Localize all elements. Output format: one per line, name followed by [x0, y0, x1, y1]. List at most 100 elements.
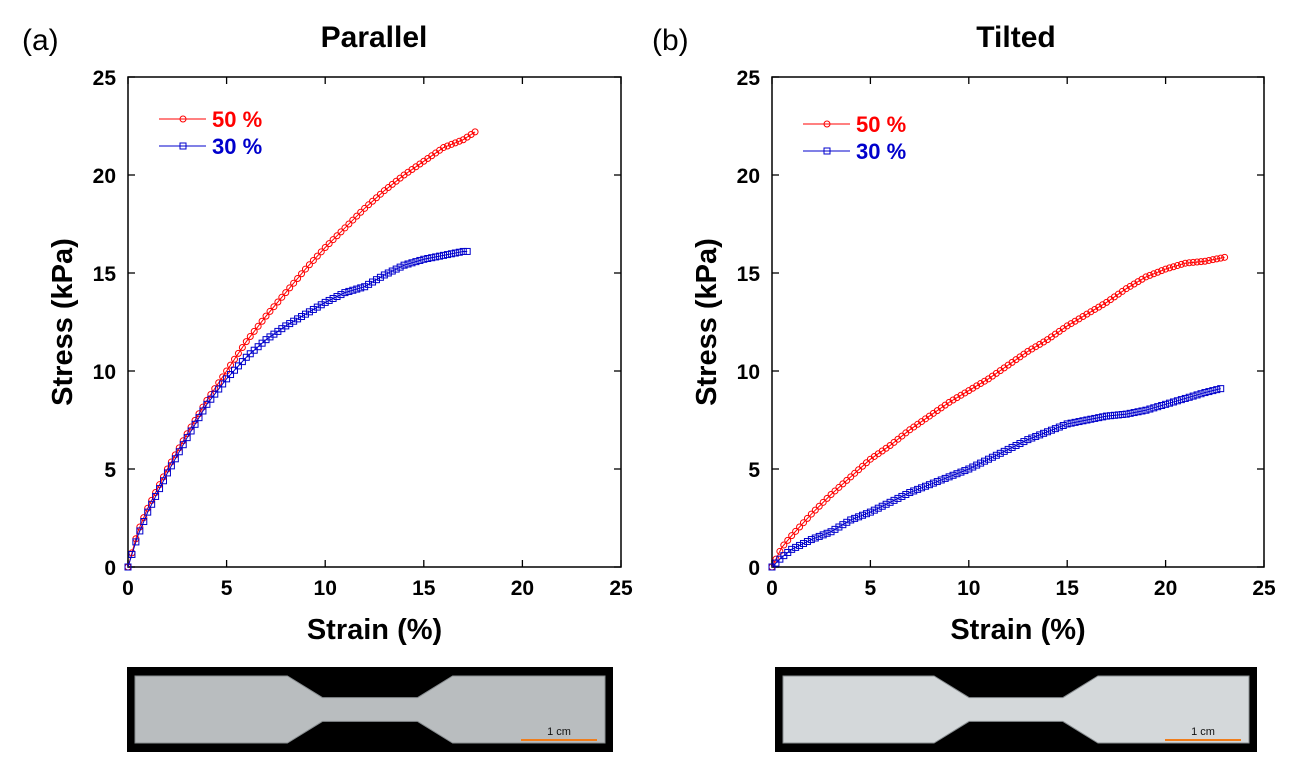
- series-line: [127, 131, 476, 568]
- data-point: [357, 284, 365, 292]
- data-point: [365, 280, 373, 288]
- data-point: [175, 448, 183, 456]
- data-point: [1024, 347, 1032, 355]
- data-point: [835, 483, 843, 491]
- data-point: [1201, 389, 1209, 397]
- data-point: [412, 258, 420, 266]
- data-point: [862, 459, 870, 467]
- data-point: [784, 536, 792, 544]
- data-point: [408, 259, 416, 267]
- data-point: [1095, 303, 1103, 311]
- data-point: [254, 322, 262, 330]
- data-point: [1004, 445, 1012, 453]
- data-point: [961, 389, 969, 397]
- data-point: [1193, 258, 1201, 266]
- data-point: [345, 287, 353, 295]
- data-point: [1197, 390, 1205, 398]
- data-point: [349, 286, 357, 294]
- data-point: [1040, 429, 1048, 437]
- data-point: [945, 473, 953, 481]
- data-point: [977, 380, 985, 388]
- data-point: [815, 502, 823, 510]
- data-point: [353, 285, 361, 293]
- y-tick-label: 5: [104, 459, 116, 482]
- x-tick-label: 0: [766, 577, 778, 600]
- data-point: [274, 298, 282, 306]
- data-point: [878, 502, 886, 510]
- data-point: [388, 267, 396, 275]
- data-point: [922, 482, 930, 490]
- data-point: [404, 260, 412, 268]
- chart-title: Tilted: [976, 21, 1055, 54]
- data-point: [211, 390, 219, 398]
- panel-label: (a): [22, 24, 59, 57]
- data-point: [270, 303, 278, 311]
- data-point: [1209, 256, 1217, 264]
- series-50-percent: [124, 128, 479, 571]
- data-point: [325, 240, 333, 248]
- legend-label: 30 %: [856, 139, 906, 164]
- data-point: [1055, 423, 1063, 431]
- x-tick-label: 10: [314, 577, 337, 600]
- data-point: [937, 476, 945, 484]
- data-point: [851, 469, 859, 477]
- data-point: [792, 527, 800, 535]
- data-point: [799, 519, 807, 527]
- data-point: [1091, 414, 1099, 422]
- data-point: [301, 310, 309, 318]
- data-point: [902, 490, 910, 498]
- data-point: [443, 142, 451, 150]
- data-point: [258, 317, 266, 325]
- data-point: [451, 249, 459, 257]
- data-point: [918, 484, 926, 492]
- data-point: [957, 468, 965, 476]
- data-point: [1213, 386, 1221, 394]
- data-point: [420, 255, 428, 263]
- data-point: [1205, 256, 1213, 264]
- data-point: [1114, 411, 1122, 419]
- data-point: [1185, 259, 1193, 267]
- data-point: [1122, 285, 1130, 293]
- data-point: [163, 469, 171, 477]
- data-point: [1071, 317, 1079, 325]
- data-point: [1126, 282, 1134, 290]
- data-point: [313, 303, 321, 311]
- data-point: [1130, 409, 1138, 417]
- y-tick-label: 10: [737, 361, 760, 384]
- series-line: [771, 388, 1221, 568]
- data-point: [242, 338, 250, 346]
- data-point: [1008, 443, 1016, 451]
- data-point: [195, 414, 203, 422]
- data-point: [380, 271, 388, 279]
- data-point: [1028, 434, 1036, 442]
- data-point: [768, 563, 776, 571]
- data-point: [167, 462, 175, 470]
- data-point: [945, 398, 953, 406]
- data-point: [317, 248, 325, 256]
- data-point: [459, 247, 467, 255]
- data-point: [294, 315, 302, 323]
- data-point: [1173, 262, 1181, 270]
- data-point: [128, 550, 136, 558]
- data-point: [1095, 414, 1103, 422]
- data-point: [792, 543, 800, 551]
- data-point: [282, 322, 290, 330]
- data-point: [144, 508, 152, 516]
- legend-marker-circle-icon: [823, 120, 831, 128]
- series-50-percent: [768, 253, 1229, 571]
- data-point: [776, 547, 784, 555]
- data-point: [1032, 432, 1040, 440]
- data-point: [353, 212, 361, 220]
- x-tick-label: 15: [412, 577, 436, 600]
- data-point: [839, 521, 847, 529]
- data-point: [171, 455, 179, 463]
- y-tick-label: 25: [737, 67, 761, 90]
- data-point: [451, 139, 459, 147]
- data-point: [843, 518, 851, 526]
- data-point: [1083, 416, 1091, 424]
- series-line: [771, 256, 1225, 568]
- data-point: [772, 559, 780, 567]
- data-point: [345, 220, 353, 228]
- dogbone-specimen: [782, 675, 1250, 744]
- data-point: [977, 459, 985, 467]
